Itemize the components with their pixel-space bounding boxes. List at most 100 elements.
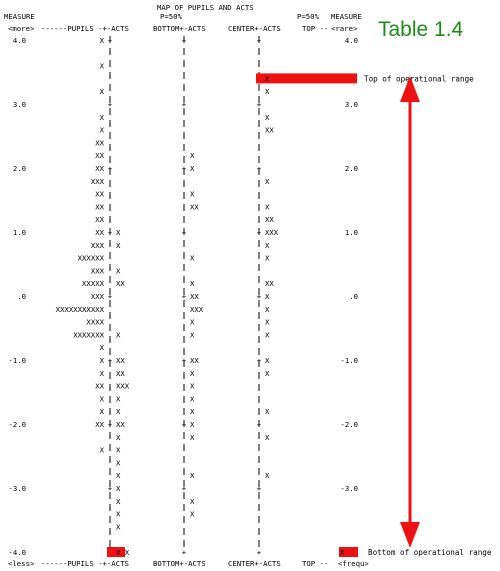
- act-marks: X: [116, 497, 121, 506]
- top-p-label: P=50%: [297, 12, 320, 21]
- tick-label-right: -3.0: [340, 484, 358, 493]
- tick-label-left: -3.0: [8, 484, 26, 493]
- act-marks: XX: [116, 369, 125, 378]
- pupil-marks: XX: [95, 228, 104, 237]
- map-rows: XXXX XX XX XXXXXX XXX XXXX XXX XXX XX XXX XXXX X XXX…: [56, 36, 345, 557]
- pupil-marks: XXXXXX: [78, 254, 105, 263]
- bottom-act-marks: X: [190, 330, 195, 339]
- act-marks: X: [116, 522, 121, 531]
- center-act-marks: XX: [265, 215, 274, 224]
- pupil-marks: XXXXXXX: [73, 330, 104, 339]
- bottom-act-marks: XX: [190, 356, 199, 365]
- tick-plus: +: [257, 100, 262, 109]
- bottom-act-marks: X: [190, 382, 195, 391]
- tick-plus: +: [257, 420, 262, 429]
- bottom-acts-highlight: [107, 547, 125, 557]
- footer-center-acts: CENTER+-ACTS: [228, 559, 281, 568]
- center-act-marks: X: [265, 241, 270, 250]
- tick-plus: +: [182, 100, 187, 109]
- bottom-act-marks: XX: [190, 292, 199, 301]
- tick-plus: +: [182, 164, 187, 173]
- pupil-marks: X: [100, 113, 105, 122]
- tick-plus: +: [257, 228, 262, 237]
- pupil-marks: XXX: [91, 241, 105, 250]
- tick-plus: +: [108, 420, 113, 429]
- act-marks: X: [116, 446, 121, 455]
- pupil-marks: XX: [95, 151, 104, 160]
- tick-plus: +: [108, 356, 113, 365]
- tick-label-right: .0: [349, 292, 358, 301]
- tick-plus: +: [257, 292, 262, 301]
- pupil-marks: X: [100, 62, 105, 71]
- act-marks: X X: [116, 548, 130, 557]
- pupil-marks: XX: [95, 215, 104, 224]
- arrow-head-up: [400, 76, 420, 102]
- pupil-marks: XX: [95, 138, 104, 147]
- top-range-label: Top of operational range: [364, 74, 474, 83]
- act-marks: X: [116, 407, 121, 416]
- act-marks: X: [116, 228, 121, 237]
- top-act-marks: X: [340, 548, 345, 557]
- tick-plus: +: [257, 36, 262, 45]
- center-act-marks: X: [265, 254, 270, 263]
- tick-plus: +: [108, 228, 113, 237]
- pupil-marks: XX: [95, 382, 104, 391]
- center-act-marks: X: [265, 407, 270, 416]
- pupil-marks: X: [100, 356, 105, 365]
- header-bottom-acts: BOTTOM+-ACTS: [153, 24, 206, 33]
- act-marks: X: [116, 241, 121, 250]
- tick-plus: +: [257, 484, 262, 493]
- tick-label-right: 4.0: [345, 36, 358, 45]
- tick-label-left: 4.0: [13, 36, 26, 45]
- act-marks: X: [116, 394, 121, 403]
- bottom-act-marks: X: [190, 318, 195, 327]
- tick-label-right: -1.0: [340, 356, 358, 365]
- footer-less: <less>: [8, 559, 35, 568]
- bottom-range-highlight: [339, 547, 358, 557]
- bottom-act-marks: X: [190, 497, 195, 506]
- pupil-marks: X: [100, 394, 105, 403]
- center-act-marks: X: [265, 74, 270, 83]
- tick-plus: +: [182, 228, 187, 237]
- center-act-marks: XXX: [265, 228, 279, 237]
- pupil-marks: XXX: [91, 177, 105, 186]
- center-act-marks: X: [265, 471, 270, 480]
- tick-label-left: -1.0: [8, 356, 26, 365]
- center-act-marks: X: [265, 330, 270, 339]
- top-range-highlight: [256, 73, 357, 84]
- bottom-act-marks: X: [190, 433, 195, 442]
- tick-plus: +: [182, 36, 187, 45]
- act-marks: XXX: [116, 382, 130, 391]
- bottom-p-label: P=50%: [160, 12, 183, 21]
- center-act-marks: X: [265, 292, 270, 301]
- pupil-marks: X: [100, 446, 105, 455]
- pupil-marks: X: [100, 36, 105, 45]
- center-act-marks: XX: [265, 126, 274, 135]
- tick-plus: +: [108, 292, 113, 301]
- pupil-marks: X: [100, 343, 105, 352]
- tick-label-left: 1.0: [13, 228, 26, 237]
- act-marks: X: [116, 433, 121, 442]
- chart-title: MAP OF PUPILS AND ACTS: [157, 3, 254, 12]
- bottom-range-label: Bottom of operational range: [368, 548, 492, 557]
- pupil-marks: XXXXX: [82, 279, 105, 288]
- center-act-marks: XX: [265, 279, 274, 288]
- left-more-header: <more>: [8, 24, 35, 33]
- tick-plus: +: [257, 356, 262, 365]
- center-act-marks: X: [265, 433, 270, 442]
- tick-label-right: 2.0: [345, 164, 358, 173]
- bottom-act-marks: X: [190, 369, 195, 378]
- footer-frequ: <frequ>: [338, 559, 369, 568]
- bottom-act-marks: X: [190, 510, 195, 519]
- bottom-act-marks: XXX: [190, 305, 204, 314]
- pupil-marks: XXXXXXXXXXX: [56, 305, 105, 314]
- bottom-act-marks: X: [190, 407, 195, 416]
- footer-top: TOP --: [302, 559, 328, 568]
- center-act-marks: X: [265, 305, 270, 314]
- footer-bottom-acts: BOTTOM+-ACTS: [153, 559, 206, 568]
- pupil-marks: X: [100, 126, 105, 135]
- bottom-act-marks: X: [190, 420, 195, 429]
- tick-plus: +: [108, 164, 113, 173]
- tick-plus: +: [257, 548, 262, 557]
